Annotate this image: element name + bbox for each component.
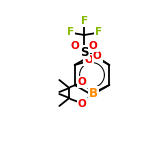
Text: F: F [95,27,102,37]
Text: F: F [67,27,74,37]
Text: O: O [93,51,102,61]
Text: O: O [78,99,87,109]
Text: O: O [84,55,93,65]
Text: B: B [89,87,98,99]
Text: O: O [89,41,98,51]
Text: S: S [80,45,88,58]
Text: O: O [78,77,87,87]
Text: O: O [71,41,80,51]
Text: F: F [81,16,88,26]
